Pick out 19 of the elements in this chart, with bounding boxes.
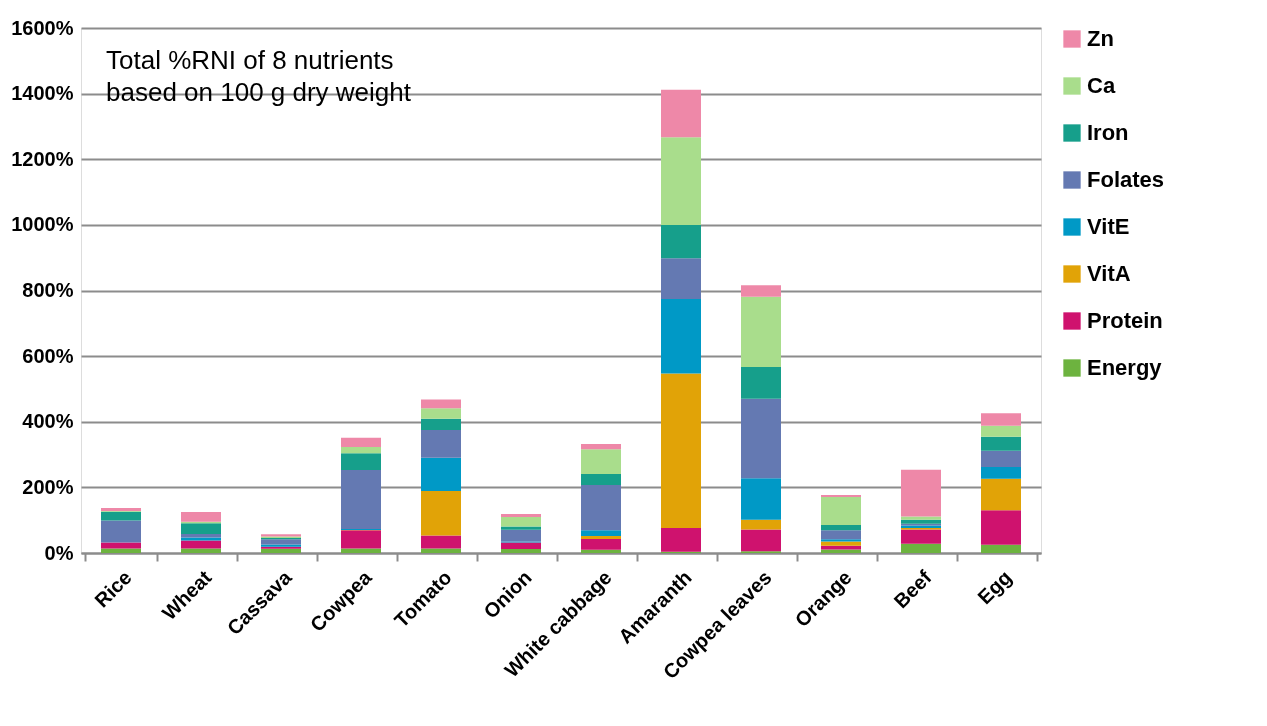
legend-label: Zn	[1087, 26, 1114, 51]
legend-label: VitA	[1087, 261, 1131, 286]
annotation: Total %RNI of 8 nutrients based on 100 g dry weight	[106, 45, 412, 107]
legend-label: Folates	[1087, 167, 1165, 192]
y-tick-label: 400%	[22, 410, 74, 433]
y-tick-label: 800%	[22, 279, 74, 301]
legend-label: Energy	[1087, 355, 1163, 380]
legend-label: VitE	[1087, 214, 1130, 239]
y-tick-label: 0%	[44, 541, 74, 564]
legend-label: Protein	[1087, 308, 1163, 333]
legend-label: Iron	[1087, 120, 1129, 145]
y-tick-label: 200%	[22, 475, 74, 498]
x-tick-label: Egg	[973, 566, 1016, 609]
y-tick-label: 1600%	[11, 16, 74, 39]
y-tick-label: 1400%	[11, 82, 74, 105]
legend-label: Ca	[1087, 73, 1116, 98]
y-tick-label: 600%	[22, 344, 74, 367]
y-tick-label: 1000%	[11, 213, 74, 236]
y-tick-label: 1200%	[11, 147, 74, 170]
